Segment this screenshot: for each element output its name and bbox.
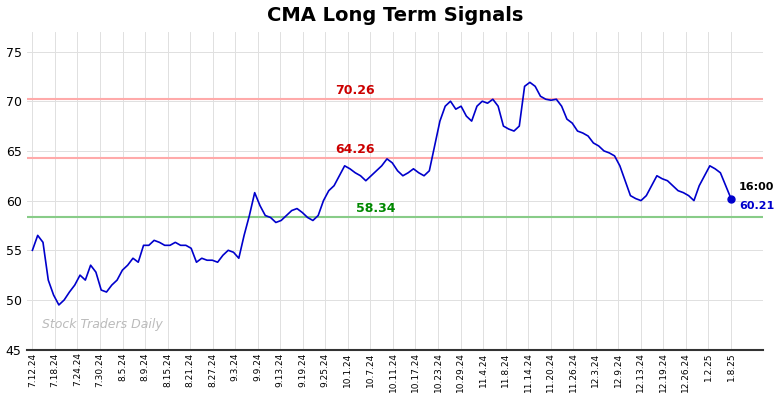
Text: 60.21: 60.21 — [739, 201, 774, 211]
Text: 16:00: 16:00 — [739, 181, 775, 191]
Text: 70.26: 70.26 — [335, 84, 375, 97]
Text: 58.34: 58.34 — [356, 202, 396, 215]
Text: 64.26: 64.26 — [335, 143, 375, 156]
Title: CMA Long Term Signals: CMA Long Term Signals — [267, 6, 523, 25]
Text: Stock Traders Daily: Stock Traders Daily — [42, 318, 162, 331]
